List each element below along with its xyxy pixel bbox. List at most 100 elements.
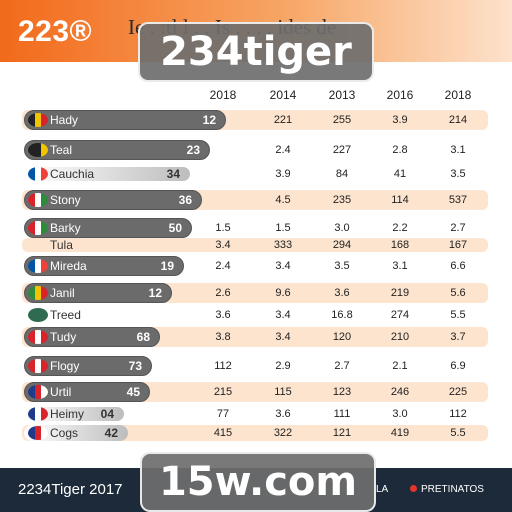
table-cell: 3.5 [334, 259, 350, 272]
team-name: Cogs [50, 426, 79, 440]
table-row[interactable]: 50 Barky 1.5 1.5 3.0 2.2 2.7 [0, 218, 512, 238]
table-cell: 333 [273, 238, 293, 251]
country-flag-icon [28, 286, 48, 300]
table-cell: 84 [335, 167, 349, 180]
table-cell: 6.6 [450, 259, 466, 272]
table-cell: 3.7 [450, 330, 466, 343]
table-cell: 167 [448, 238, 468, 251]
table-row[interactable]: 12 Hady 221 255 3.9 214 [0, 110, 512, 130]
table-cell: 3.1 [450, 143, 466, 156]
table-cell: 235 [332, 193, 352, 206]
table-cell: 6.9 [450, 359, 466, 372]
watermark-top: 234tiger [138, 22, 374, 82]
table-cell: 1.5 [215, 221, 231, 234]
row-band [22, 238, 488, 252]
table-cell: 246 [390, 385, 410, 398]
team-pill [24, 382, 150, 402]
table-row[interactable]: 34 Cauchia 3.9 84 41 3.5 [0, 167, 512, 181]
table-cell: 168 [390, 238, 410, 251]
table-cell: 9.6 [275, 286, 291, 299]
table-cell: 112 [214, 359, 232, 372]
table-cell: 3.9 [275, 167, 291, 180]
team-name: Teal [50, 143, 73, 157]
team-name: Mireda [50, 259, 87, 273]
table-row[interactable]: Tula 3.4 333 294 168 167 [0, 238, 512, 252]
team-score: 04 [100, 407, 114, 421]
country-flag-icon [28, 426, 48, 440]
country-flag-icon [28, 113, 48, 127]
team-score: 42 [104, 426, 118, 440]
column-headers: 2018 2014 2013 2016 2018 [0, 88, 512, 106]
watermark-bottom: 15w.com [140, 452, 376, 512]
team-name: Heimy [50, 407, 85, 421]
team-score: 23 [186, 143, 200, 157]
team-name: Hady [50, 113, 79, 127]
team-name: Flogy [50, 359, 80, 373]
table-row[interactable]: 19 Mireda 2.4 3.4 3.5 3.1 6.6 [0, 256, 512, 276]
table-row[interactable]: 36 Stony 4.5 235 114 537 [0, 190, 512, 210]
table-cell: 77 [216, 407, 230, 420]
table-row[interactable]: 04 Heimy 77 3.6 111 3.0 112 [0, 407, 512, 421]
team-pill [24, 190, 202, 210]
table-row[interactable]: 42 Cogs 415 322 121 419 5.5 [0, 425, 512, 441]
table-cell: 2.9 [275, 359, 291, 372]
team-score: 45 [126, 385, 140, 399]
team-score: 12 [202, 113, 216, 127]
table-row[interactable]: 73 Flogy 112 2.9 2.7 2.1 6.9 [0, 356, 512, 376]
table-row[interactable]: 45 Urtil 215 115 123 246 225 [0, 382, 512, 402]
table-cell: 2.1 [392, 359, 408, 372]
country-flag-icon [28, 221, 48, 235]
table-cell: 121 [332, 426, 352, 439]
table-cell: 2.6 [215, 286, 231, 299]
table-cell: 210 [390, 330, 410, 343]
footer-link[interactable]: PRETINATOS [410, 484, 484, 495]
table-row[interactable]: Treed 3.6 3.4 16.8 274 5.5 [0, 308, 512, 322]
table-cell: 115 [274, 385, 292, 398]
table-cell: 2.7 [450, 221, 466, 234]
team-score: 36 [178, 193, 192, 207]
table-cell: 3.1 [392, 259, 408, 272]
table-cell: 274 [390, 308, 410, 321]
footer-label: LA [376, 484, 389, 495]
team-pill [24, 110, 226, 130]
team-pill [24, 327, 160, 347]
table-cell: 225 [448, 385, 468, 398]
table-cell: 5.5 [450, 426, 466, 439]
team-pill [24, 356, 152, 376]
table-cell: 112 [449, 407, 467, 420]
team-name: Barky [50, 221, 81, 235]
country-flag-icon [28, 259, 48, 273]
footer-brand: 2234Tiger 2017 [18, 481, 123, 498]
team-score: 34 [166, 167, 180, 181]
brand-logo: 223® [18, 15, 93, 48]
table-cell: 120 [332, 330, 352, 343]
table-cell: 3.0 [392, 407, 408, 420]
table-cell: 3.6 [334, 286, 350, 299]
table-cell: 2.4 [275, 143, 291, 156]
team-name: Janil [50, 286, 75, 300]
table-cell: 2.4 [215, 259, 231, 272]
country-flag-icon [28, 330, 48, 344]
table-cell: 3.4 [275, 308, 291, 321]
table-row[interactable]: 23 Teal 2.4 227 2.8 3.1 [0, 140, 512, 160]
team-pill [24, 425, 128, 441]
table-cell: 123 [332, 385, 352, 398]
team-pill [24, 218, 192, 238]
table-cell: 4.5 [275, 193, 291, 206]
column-header-3: 2016 [386, 88, 414, 102]
table-cell: 219 [390, 286, 410, 299]
team-score: 68 [136, 330, 150, 344]
team-name: Urtil [50, 385, 72, 399]
table-row[interactable]: 68 Tudy 3.8 3.4 120 210 3.7 [0, 327, 512, 347]
table-row[interactable]: 12 Janil 2.6 9.6 3.6 219 5.6 [0, 283, 512, 303]
table-cell: 5.6 [450, 286, 466, 299]
row-band [22, 407, 488, 421]
table-cell: 3.5 [450, 167, 466, 180]
team-name: Cauchia [50, 167, 95, 181]
team-pill [24, 167, 190, 181]
column-header-0: 2018 [209, 88, 237, 102]
table-cell: 111 [333, 407, 351, 420]
country-flag-icon [28, 143, 48, 157]
table-cell: 3.4 [275, 259, 291, 272]
row-band [22, 425, 488, 441]
